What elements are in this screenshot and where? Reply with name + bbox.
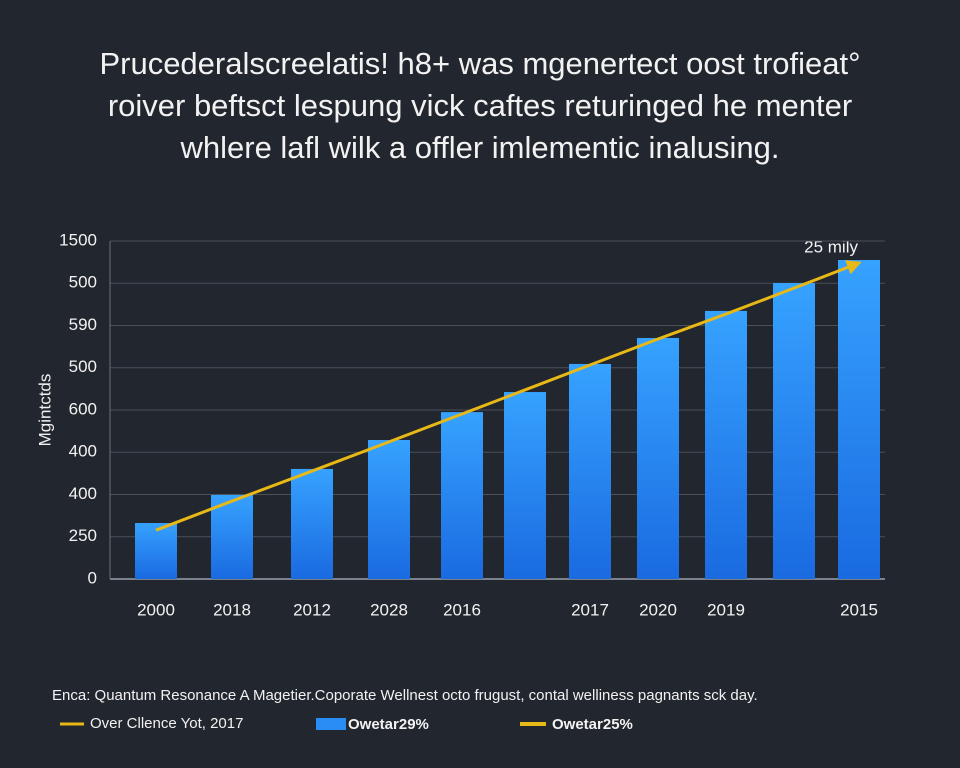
x-tick-label: 2012 (293, 600, 331, 619)
x-tick-label: 2017 (571, 600, 609, 619)
bar (211, 494, 253, 579)
x-tick-label: 2020 (639, 600, 677, 619)
x-tick-label: 2028 (370, 600, 408, 619)
y-axis-label: Mgintctds (35, 374, 54, 447)
source: Enca: Quantum Resonance A Magetier.Copor… (52, 687, 758, 704)
legend-label: Owetar25% (552, 716, 633, 733)
bar (504, 392, 546, 579)
legend-label: Over Cllence Yot, 2017 (90, 715, 243, 732)
bar (441, 412, 483, 579)
y-tick-label: 250 (69, 526, 97, 545)
bar (135, 523, 177, 579)
bar (838, 260, 880, 579)
legend-label: Owetar29% (348, 716, 429, 733)
y-tick-label: 400 (69, 484, 97, 503)
y-tick-label: 590 (69, 315, 97, 334)
x-tick-label: 2015 (840, 600, 878, 619)
x-tick-label: 2016 (443, 600, 481, 619)
bar (368, 439, 410, 579)
title-line: roiver beftsct lespung vick caftes retur… (108, 88, 852, 123)
bar (773, 283, 815, 579)
bar (291, 468, 333, 579)
bar (637, 337, 679, 579)
x-tick-label: 2000 (137, 600, 175, 619)
title-line: whlere lafl wilk a offler imlementic ina… (179, 130, 779, 165)
y-tick-label: 500 (69, 357, 97, 376)
legend-swatch (316, 718, 346, 730)
annotation: 25 mily (804, 237, 858, 256)
y-tick-label: 400 (69, 442, 97, 461)
bar (569, 363, 611, 579)
y-tick-label: 600 (69, 399, 97, 418)
y-tick-label: 0 (88, 568, 97, 587)
title-line: Prucederalscreelatis! h8+ was mgenertect… (99, 46, 860, 81)
y-tick-label: 500 (69, 273, 97, 292)
x-tick-label: 2018 (213, 600, 251, 619)
trend-line (155, 260, 862, 532)
y-tick-label: 1500 (59, 230, 97, 249)
bar (705, 310, 747, 579)
x-tick-label: 2019 (707, 600, 745, 619)
